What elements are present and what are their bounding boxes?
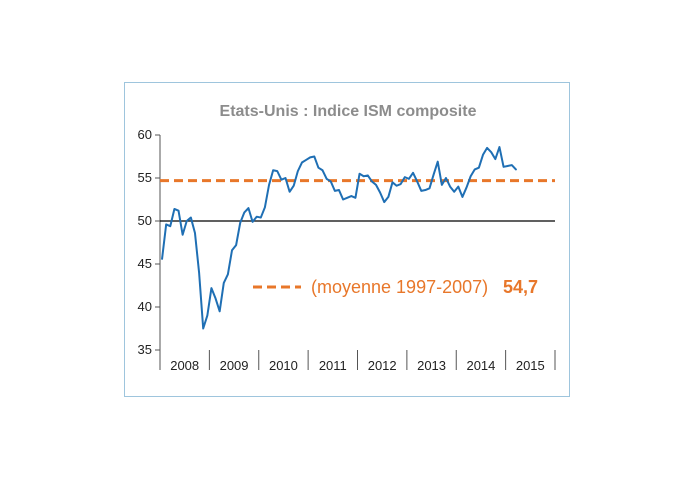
legend-label: (moyenne 1997-2007) — [311, 277, 488, 297]
x-tick-label: 2013 — [417, 358, 446, 373]
x-tick-label: 2015 — [516, 358, 545, 373]
y-tick-label: 45 — [138, 256, 152, 271]
x-tick-label: 2009 — [220, 358, 249, 373]
y-tick-label: 60 — [138, 127, 152, 142]
x-tick-label: 2012 — [368, 358, 397, 373]
x-tick-label: 2011 — [319, 358, 347, 373]
x-tick-label: 2014 — [466, 358, 495, 373]
x-tick-label: 2008 — [170, 358, 199, 373]
x-tick-label: 2010 — [269, 358, 298, 373]
ism-chart: Etats-Unis : Indice ISM composite 35 40 45… — [138, 103, 556, 373]
y-tick-label: 55 — [138, 170, 152, 185]
y-tick-label: 50 — [138, 213, 152, 228]
y-tick-label: 40 — [138, 299, 152, 314]
legend-value: 54,7 — [503, 277, 538, 297]
series-group — [161, 146, 517, 330]
legend: (moyenne 1997-2007) 54,7 — [253, 277, 538, 297]
chart-frame: Etats-Unis : Indice ISM composite 35 40 45… — [124, 82, 570, 397]
axes: 35 40 45 50 55 60 2008 2009 2010 2011 2012 2013 2014… — [138, 127, 556, 373]
chart-title: Etats-Unis : Indice ISM composite — [220, 103, 477, 120]
ism-series-line — [161, 146, 517, 330]
y-tick-label: 35 — [138, 342, 152, 357]
